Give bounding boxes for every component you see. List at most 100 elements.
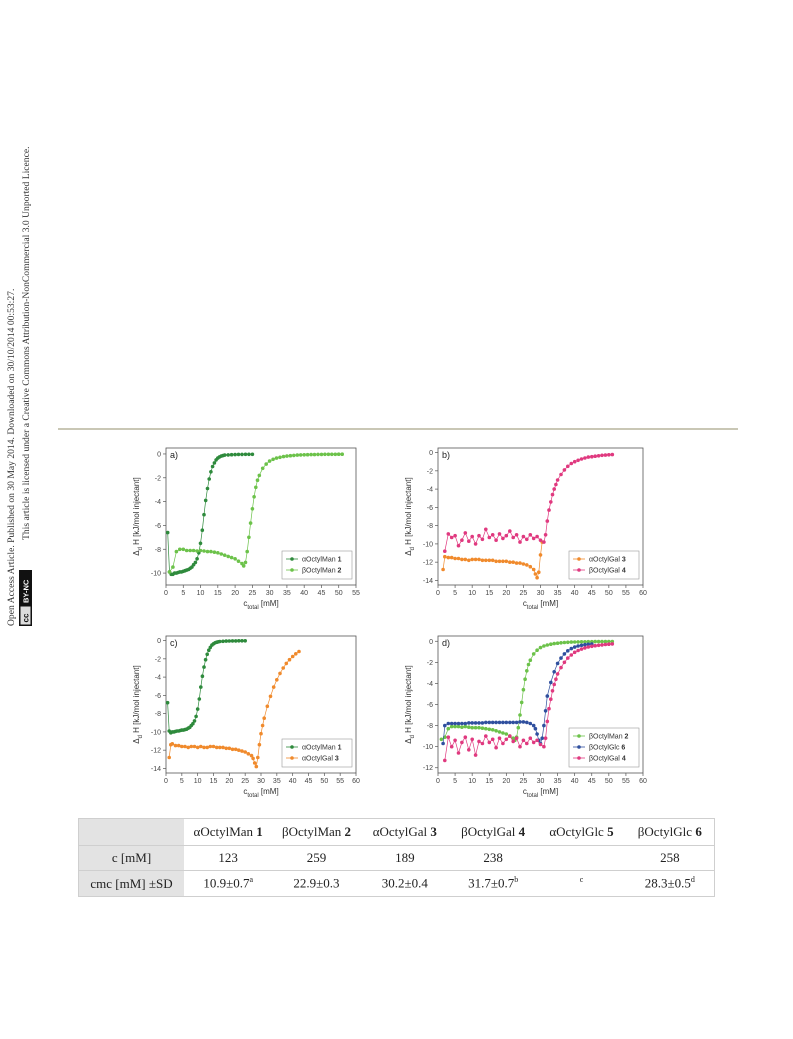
data-point	[559, 641, 563, 645]
data-point	[446, 721, 451, 726]
data-point	[543, 709, 548, 713]
data-point	[460, 740, 464, 745]
data-point	[316, 452, 320, 457]
data-point	[178, 547, 182, 552]
data-point	[205, 549, 210, 554]
x-tick-label: 55	[622, 778, 630, 785]
data-point	[229, 555, 234, 560]
data-point	[470, 725, 474, 730]
data-point	[607, 453, 611, 457]
data-point	[198, 541, 203, 546]
data-point	[456, 751, 461, 755]
data-point	[453, 533, 457, 538]
y-tick-label: -2	[427, 660, 433, 667]
data-point	[583, 640, 587, 644]
data-point	[531, 723, 536, 728]
data-point	[456, 721, 461, 726]
data-point	[552, 670, 556, 674]
y-tick-label: -2	[155, 656, 161, 663]
data-point	[467, 721, 471, 725]
table-cell: 258	[625, 845, 714, 872]
data-point	[511, 560, 515, 564]
data-point	[212, 461, 217, 465]
data-point	[484, 734, 488, 738]
data-point	[549, 642, 553, 646]
data-point	[243, 560, 248, 565]
data-point	[259, 731, 263, 736]
table-cell: 31.7±0.7b	[468, 875, 519, 891]
data-point	[278, 455, 282, 460]
data-point	[298, 453, 303, 457]
data-point	[607, 639, 611, 644]
data-point	[267, 459, 272, 463]
data-point	[224, 746, 228, 751]
data-point	[484, 527, 488, 532]
data-point	[224, 639, 228, 643]
y-tick-label: -12	[423, 765, 433, 772]
chart-b: 0 5 10 15 20 25 30 35 40 45 50 55 60 0 -2 -4 -6 -8 -10 -12 -…	[404, 447, 647, 611]
data-point	[531, 536, 536, 541]
series-0	[165, 639, 247, 735]
data-point	[583, 646, 587, 650]
series-line	[444, 454, 613, 552]
chart-panel-b: 0 5 10 15 20 25 30 35 40 45 50 55 60 0 -2 -4 -6 -8 -10 -12 -…	[400, 440, 655, 615]
data-point	[559, 656, 563, 660]
data-point	[173, 743, 178, 748]
x-tick-label: 30	[537, 590, 545, 597]
data-point	[305, 452, 310, 457]
data-point	[501, 536, 505, 541]
x-tick-label: 25	[520, 590, 528, 597]
data-point	[312, 452, 317, 457]
x-tick-label: 35	[273, 778, 281, 785]
data-point	[233, 452, 237, 457]
data-point	[494, 538, 498, 542]
series-1	[441, 642, 594, 746]
data-point	[195, 549, 199, 553]
data-point	[221, 639, 225, 644]
data-point	[284, 661, 289, 666]
x-axis-label: ctotal [mM]	[523, 787, 558, 799]
data-point	[214, 745, 219, 750]
series-1	[443, 452, 615, 553]
y-axis-label: Δd H [kJ/mol injectant]	[404, 665, 416, 744]
data-point	[251, 756, 255, 761]
data-point	[463, 735, 468, 739]
data-point	[467, 725, 471, 729]
data-point	[569, 646, 574, 651]
data-point	[603, 639, 608, 644]
table-cell: 22.9±0.3	[293, 875, 340, 891]
data-point	[247, 452, 251, 457]
cc-license-badge[interactable]: cc BY-NC	[19, 570, 32, 626]
data-point	[600, 453, 604, 458]
data-point	[538, 538, 543, 542]
data-point	[593, 643, 597, 648]
x-tick-label: 5	[181, 590, 185, 597]
chart-a: 0 5 10 15 20 25 30 35 40 45 50 55 0 -2 -4 -6 -8 -10 ctotal…	[132, 447, 360, 611]
y-tick-label: -6	[427, 702, 433, 709]
data-point	[236, 559, 241, 563]
data-point	[245, 549, 249, 554]
x-tick-label: 0	[436, 778, 440, 785]
y-tick-label: -12	[151, 748, 161, 755]
cmc-table: αOctylMan 1 βOctylMan 2 αOctylGal 3 βOct…	[78, 818, 715, 897]
data-point	[572, 650, 577, 655]
legend-entry: αOctylMan 1	[302, 557, 342, 564]
data-point	[487, 535, 492, 540]
x-axis-label: ctotal [mM]	[243, 787, 278, 799]
data-point	[603, 453, 608, 457]
data-point	[504, 533, 509, 538]
legend-entry: βOctylGlc 6	[589, 745, 625, 752]
series-1	[167, 452, 344, 574]
data-point	[549, 697, 553, 701]
data-point	[330, 452, 334, 457]
data-point	[569, 461, 574, 466]
data-point	[610, 452, 615, 457]
data-point	[533, 572, 538, 576]
data-point	[439, 737, 444, 742]
x-tick-label: 15	[485, 778, 493, 785]
data-point	[265, 704, 270, 709]
data-point	[292, 453, 296, 458]
data-point	[576, 648, 580, 653]
data-point	[593, 639, 597, 644]
y-tick-label: -10	[423, 541, 433, 548]
